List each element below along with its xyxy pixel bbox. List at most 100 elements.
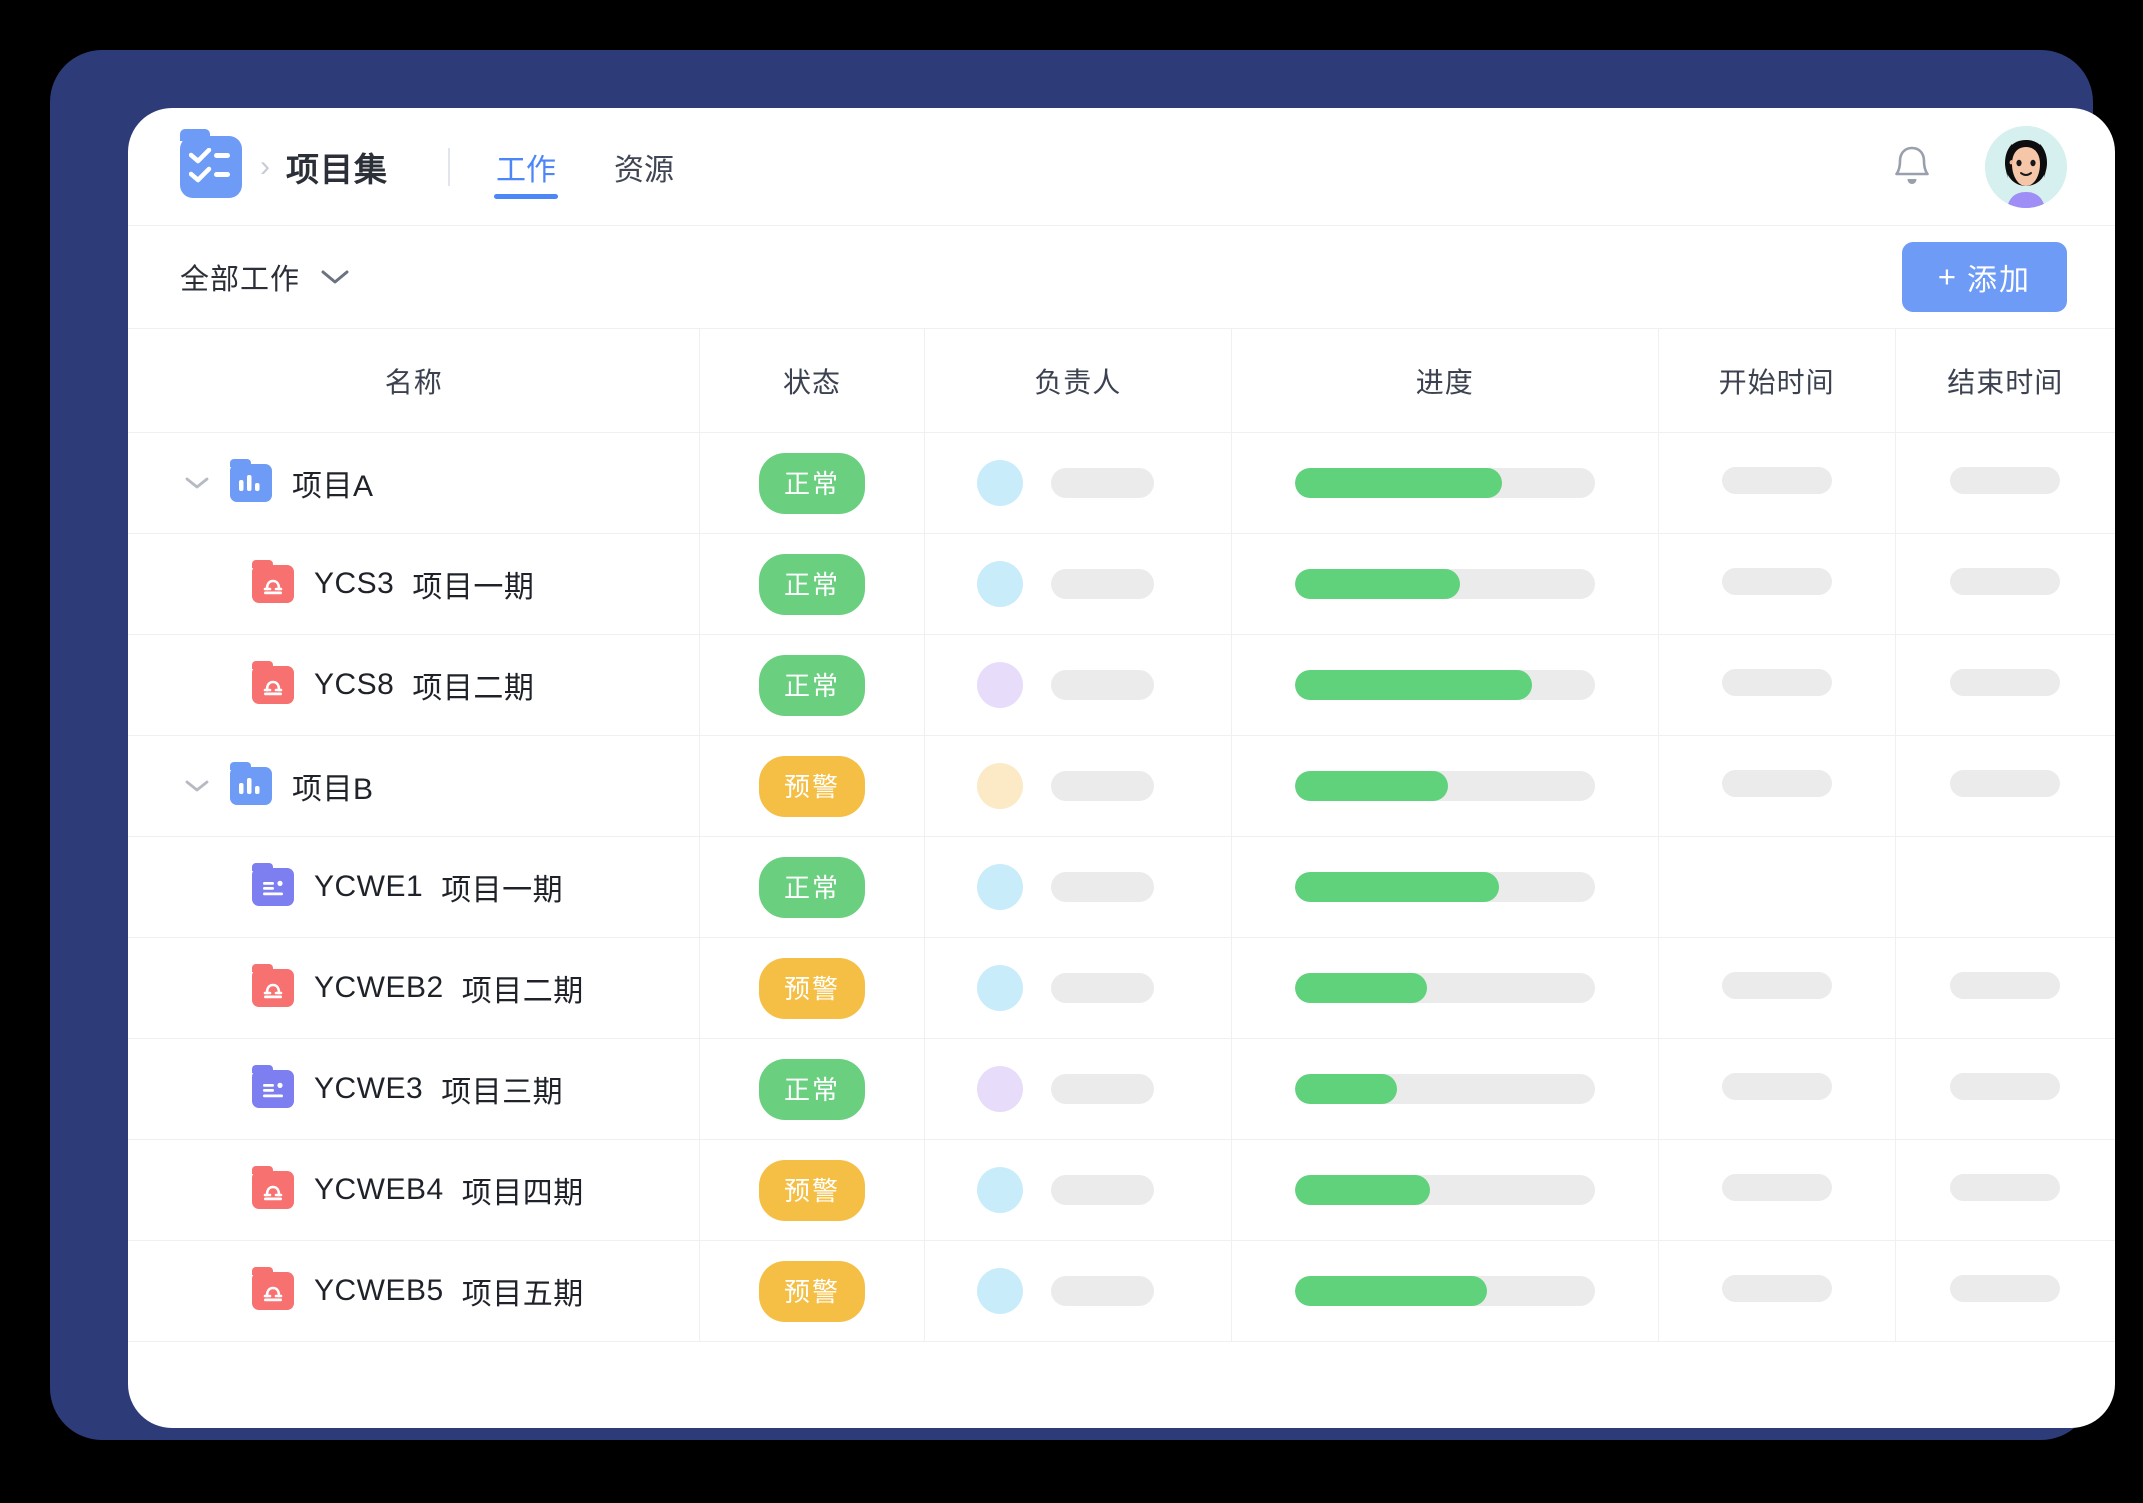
device-frame: › 项目集 工作 资源 (50, 50, 2115, 1440)
column-header-owner[interactable]: 负责人 (924, 328, 1232, 433)
cell-end-time[interactable] (1895, 533, 2115, 635)
cell-start-time[interactable] (1658, 735, 1896, 837)
cell-progress (1231, 937, 1659, 1039)
table-row[interactable]: YCS8 项目二期 正常 (128, 634, 2115, 736)
status-badge[interactable]: 预警 (759, 957, 866, 1019)
cell-start-time[interactable] (1658, 432, 1896, 534)
cell-name[interactable]: YCWEB4 项目四期 (128, 1139, 701, 1241)
chevron-down-icon[interactable] (180, 778, 214, 794)
status-badge[interactable]: 预警 (759, 755, 866, 817)
notification-bell-icon[interactable] (1885, 140, 1939, 194)
owner-avatar[interactable] (976, 864, 1023, 910)
cell-name[interactable]: YCWE3 项目三期 (128, 1038, 701, 1140)
cell-name[interactable]: YCS8 项目二期 (128, 634, 701, 736)
row-code: YCWEB4 (314, 1173, 444, 1206)
cell-start-time[interactable] (1658, 634, 1896, 736)
owner-avatar[interactable] (976, 1167, 1023, 1213)
tab-work[interactable]: 工作 (492, 108, 560, 225)
cell-name[interactable]: YCWEB2 项目二期 (128, 937, 701, 1039)
table-row[interactable]: YCS3 项目一期 正常 (128, 533, 2115, 635)
table-row[interactable]: YCWE3 项目三期 正常 (128, 1038, 2115, 1140)
table-row[interactable]: YCWEB4 项目四期 预警 (128, 1139, 2115, 1241)
cell-end-time[interactable] (1895, 1240, 2115, 1342)
progress-bar-fill (1294, 1175, 1430, 1205)
cell-end-time[interactable] (1895, 432, 2115, 534)
cell-name[interactable]: 项目B (128, 735, 701, 837)
cell-start-time[interactable] (1658, 836, 1896, 938)
status-badge[interactable]: 正常 (759, 452, 866, 514)
start-time-placeholder (1721, 1275, 1832, 1302)
owner-avatar[interactable] (976, 965, 1023, 1011)
start-time-placeholder (1721, 467, 1832, 494)
user-avatar[interactable] (1985, 125, 2067, 208)
scale-folder-icon (252, 560, 294, 603)
row-name: 项目二期 (461, 975, 584, 1008)
progress-bar (1294, 569, 1595, 599)
cell-name[interactable]: YCS3 项目一期 (128, 533, 701, 635)
status-badge[interactable]: 预警 (759, 1260, 866, 1322)
cell-end-time[interactable] (1895, 1139, 2115, 1241)
column-header-name[interactable]: 名称 (128, 328, 701, 433)
end-time-placeholder (1950, 770, 2061, 797)
checklist-folder-icon[interactable] (180, 128, 242, 198)
scale-folder-icon (252, 964, 294, 1007)
owner-name-placeholder (1050, 1276, 1154, 1306)
cell-name[interactable]: 项目A (128, 432, 701, 534)
column-header-end[interactable]: 结束时间 (1895, 328, 2115, 433)
column-header-status[interactable]: 状态 (699, 328, 925, 433)
progress-bar-fill (1294, 1276, 1487, 1306)
cell-end-time[interactable] (1895, 634, 2115, 736)
table-row[interactable]: YCWEB5 项目五期 预警 (128, 1240, 2115, 1342)
cell-end-time[interactable] (1895, 735, 2115, 837)
owner-avatar[interactable] (976, 662, 1023, 708)
owner-avatar[interactable] (976, 460, 1023, 506)
cell-start-time[interactable] (1658, 533, 1896, 635)
breadcrumb-title[interactable]: 项目集 (286, 150, 388, 188)
status-badge[interactable]: 正常 (759, 654, 866, 716)
row-code: YCS3 (314, 567, 395, 600)
work-filter-select[interactable]: 全部工作 (180, 256, 350, 298)
owner-avatar[interactable] (976, 1066, 1023, 1112)
column-header-start[interactable]: 开始时间 (1658, 328, 1896, 433)
owner-avatar[interactable] (976, 763, 1023, 809)
cell-start-time[interactable] (1658, 1038, 1896, 1140)
cell-name[interactable]: YCWEB5 项目五期 (128, 1240, 701, 1342)
owner-name-placeholder (1050, 771, 1154, 801)
chevron-down-icon[interactable] (180, 475, 214, 491)
row-name: 项目一期 (441, 874, 564, 907)
cell-status: 正常 (699, 432, 925, 534)
add-button[interactable]: + 添加 (1901, 242, 2067, 312)
cell-owner (924, 533, 1232, 635)
owner-avatar[interactable] (976, 561, 1023, 607)
table-row[interactable]: 项目B 预警 (128, 735, 2115, 837)
table-row[interactable]: 项目A 正常 (128, 432, 2115, 534)
table-row[interactable]: YCWE1 项目一期 正常 (128, 836, 2115, 938)
progress-bar (1294, 1276, 1595, 1306)
status-badge[interactable]: 正常 (759, 856, 866, 918)
cell-status: 正常 (699, 634, 925, 736)
cell-end-time[interactable] (1895, 836, 2115, 938)
cell-status: 预警 (699, 735, 925, 837)
progress-bar (1294, 468, 1595, 498)
status-badge[interactable]: 正常 (759, 1058, 866, 1120)
header-tabs: 工作 资源 (492, 108, 728, 225)
status-badge[interactable]: 预警 (759, 1159, 866, 1221)
end-time-placeholder (1950, 669, 2061, 696)
tab-resource[interactable]: 资源 (610, 108, 678, 225)
start-time-placeholder (1721, 568, 1832, 595)
table-row[interactable]: YCWEB2 项目二期 预警 (128, 937, 2115, 1039)
cell-end-time[interactable] (1895, 1038, 2115, 1140)
owner-avatar[interactable] (976, 1268, 1023, 1314)
cell-start-time[interactable] (1658, 937, 1896, 1039)
row-name: 项目三期 (441, 1076, 564, 1109)
cell-start-time[interactable] (1658, 1139, 1896, 1241)
cell-start-time[interactable] (1658, 1240, 1896, 1342)
end-time-placeholder (1950, 1073, 2061, 1100)
status-badge[interactable]: 正常 (759, 553, 866, 615)
progress-bar-fill (1294, 771, 1448, 801)
bar-chart-folder-icon (230, 762, 272, 805)
progress-bar-fill (1294, 872, 1499, 902)
column-header-progress[interactable]: 进度 (1231, 328, 1659, 433)
cell-end-time[interactable] (1895, 937, 2115, 1039)
cell-name[interactable]: YCWE1 项目一期 (128, 836, 701, 938)
